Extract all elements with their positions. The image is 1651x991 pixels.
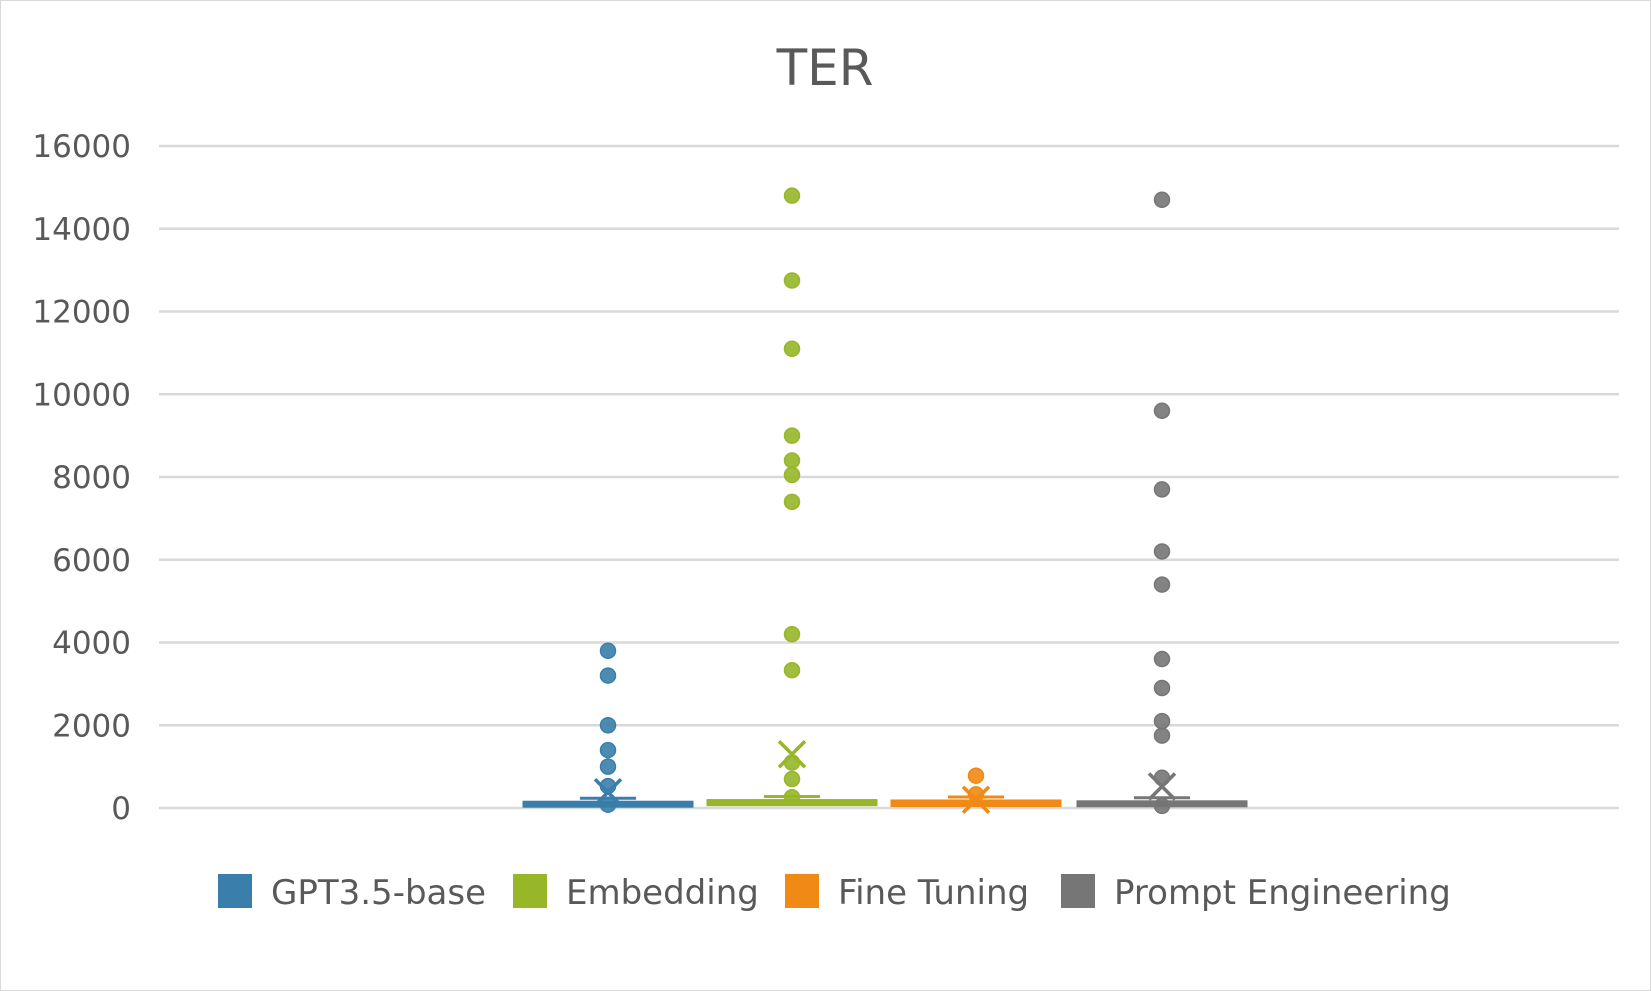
box-2 (890, 767, 1062, 814)
y-axis-ticks: 0 2000 4000 6000 8000 10000 12000 14000 16000 (32, 129, 131, 827)
y-tick-label: 16000 (32, 129, 131, 165)
y-tick-label: 2000 (52, 708, 131, 744)
outlier-point (1153, 402, 1171, 420)
outlier-point (783, 661, 801, 679)
mean-marker (961, 785, 991, 814)
outlier-point (783, 187, 801, 204)
outlier-point (783, 452, 801, 469)
outlier-point (1153, 481, 1171, 498)
y-tick-label: 10000 (32, 377, 131, 413)
gridlines (159, 144, 1619, 810)
box-plots (522, 187, 1248, 815)
outlier-point (599, 758, 617, 775)
y-tick-label: 14000 (32, 212, 131, 248)
outlier-point (783, 625, 801, 643)
outlier-point (599, 667, 617, 684)
y-tick-label: 6000 (52, 543, 131, 579)
legend-label: GPT3.5-base (271, 873, 486, 913)
outlier-point (783, 770, 801, 788)
chart-title: TER (776, 39, 874, 97)
outlier-point (599, 741, 617, 759)
outlier-point (783, 493, 801, 511)
outlier-point (1153, 727, 1171, 744)
legend-swatch (513, 874, 547, 908)
outlier-point (783, 340, 801, 357)
outlier-point (599, 796, 617, 813)
outlier-point (1153, 543, 1171, 560)
outlier-point (783, 272, 801, 289)
box-3 (1076, 191, 1248, 815)
outlier-point (1153, 576, 1171, 593)
mean-marker (1147, 772, 1177, 801)
legend-swatch (218, 874, 252, 908)
outlier-point (599, 642, 617, 660)
outlier-point (1153, 679, 1171, 697)
box-0 (522, 642, 694, 813)
legend-swatch (1061, 874, 1095, 908)
legend-swatch (785, 874, 819, 908)
mean-marker (593, 778, 623, 807)
y-tick-label: 0 (111, 791, 131, 827)
box-1 (706, 187, 878, 807)
y-tick-label: 12000 (32, 295, 131, 331)
outlier-point (1153, 191, 1171, 209)
mean-marker (777, 739, 807, 769)
legend-label: Prompt Engineering (1114, 873, 1451, 913)
legend-label: Embedding (566, 873, 759, 913)
legend: GPT3.5-base Embedding Fine Tuning Prompt En… (218, 873, 1451, 913)
outlier-point (783, 427, 801, 444)
y-tick-label: 4000 (52, 626, 131, 662)
outlier-point (1153, 797, 1171, 815)
legend-label: Fine Tuning (838, 873, 1029, 913)
y-tick-label: 8000 (52, 460, 131, 496)
outlier-point (967, 767, 985, 784)
outlier-point (599, 717, 617, 734)
outlier-point (783, 466, 801, 484)
outlier-point (783, 788, 801, 806)
outlier-point (1153, 712, 1171, 730)
outlier-point (1153, 650, 1171, 668)
